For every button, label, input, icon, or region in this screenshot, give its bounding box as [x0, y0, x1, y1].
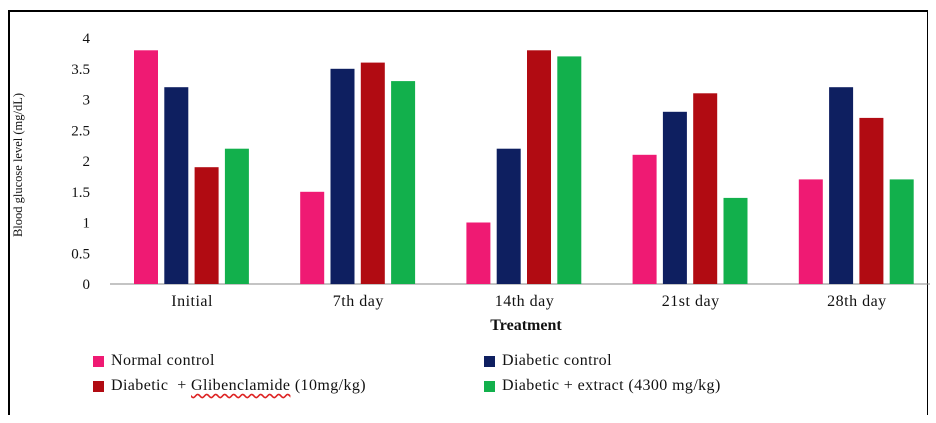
y-tick-label: 0 [83, 277, 91, 293]
bar-series-4-7th-day [391, 81, 416, 284]
legend-label-glibenclamide: Diabetic + Glibenclamide (10mg/kg) [111, 377, 366, 395]
legend-label-normal-control: Normal control [111, 352, 215, 369]
legend-label-glib-word: Glibenclamide [191, 377, 291, 394]
bar-series-4-14th-day [557, 56, 582, 285]
bar-series-2-14th-day [496, 148, 521, 284]
y-tick-label: 1 [83, 216, 91, 232]
legend-swatch-extract [484, 380, 495, 392]
x-tick-label: 21st day [662, 293, 720, 310]
x-tick-label: 28th day [827, 293, 887, 310]
x-tick-label: 14th day [495, 293, 555, 310]
legend-label-glib-suffix: (10mg/kg) [290, 377, 366, 394]
bar-series-2-28th-day [829, 87, 854, 284]
legend-swatch-diabetic-control [484, 355, 495, 367]
bar-series-1-7th-day [300, 191, 325, 285]
y-tick-label: 1.5 [71, 185, 90, 201]
bar-series-3-7th-day [360, 62, 385, 284]
bar-series-1-21st-day [632, 154, 657, 284]
x-tick-label: 7th day [333, 293, 384, 310]
bar-series-3-28th-day [859, 117, 884, 285]
bar-series-4-initial [224, 148, 249, 284]
y-tick-label: 4 [83, 31, 91, 47]
bar-series-2-21st-day [662, 111, 687, 284]
x-axis-title: Treatment [490, 317, 562, 334]
legend-item-extract: Diabetic + extract (4300 mg/kg) [484, 377, 721, 395]
y-tick-labels: 0 0.5 1 1.5 2 2.5 3 3.5 4 [71, 31, 90, 293]
x-tick-labels: Initial 7th day 14th day 21st day 28th day [171, 293, 886, 310]
bar-series-3-initial [194, 167, 219, 284]
bar-series-1-initial [134, 50, 158, 284]
y-tick-label: 2.5 [71, 123, 90, 139]
legend-item-glibenclamide: Diabetic + Glibenclamide (10mg/kg) [93, 377, 366, 395]
chart-frame [8, 10, 928, 415]
bar-series-4-28th-day [889, 179, 914, 284]
bars-group [134, 50, 914, 285]
y-tick-label: 3 [83, 93, 91, 109]
bar-series-2-7th-day [330, 68, 355, 285]
legend-label-diabetic-control: Diabetic control [502, 352, 612, 369]
legend-item-diabetic-control: Diabetic control [484, 352, 612, 370]
bar-series-2-initial [164, 87, 189, 284]
bar-series-1-14th-day [466, 222, 491, 284]
legend-swatch-normal-control [93, 355, 104, 367]
y-axis-title: Blood glucose level (mg/dL) [11, 93, 25, 237]
bar-series-3-14th-day [527, 50, 551, 284]
bar-series-1-28th-day [798, 179, 823, 284]
legend-item-normal-control: Normal control [93, 352, 215, 370]
bar-series-4-21st-day [723, 197, 748, 284]
legend-swatch-glibenclamide [93, 380, 104, 392]
legend-label-extract: Diabetic + extract (4300 mg/kg) [502, 377, 721, 394]
x-tick-label: Initial [171, 293, 213, 310]
y-tick-label: 2 [83, 154, 91, 170]
y-tick-label: 3.5 [71, 62, 90, 78]
legend-label-glib-prefix: Diabetic + [111, 377, 192, 394]
y-tick-label: 0.5 [71, 246, 90, 262]
bar-series-3-21st-day [693, 93, 718, 284]
